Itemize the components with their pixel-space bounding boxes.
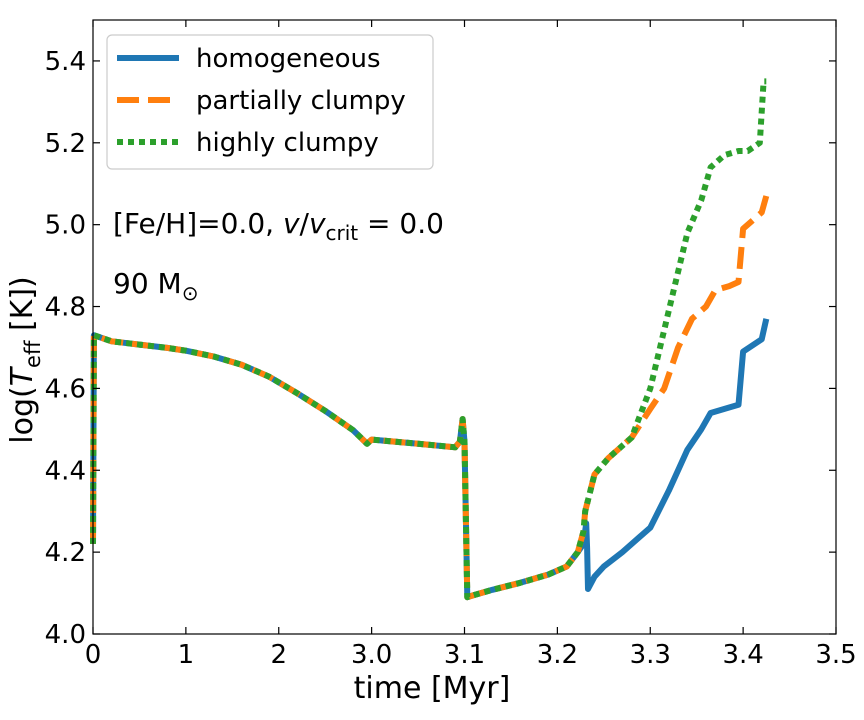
y-tick-label: 5.4 <box>45 47 86 77</box>
legend-label-highly-clumpy: highly clumpy <box>196 128 379 158</box>
series-layer <box>90 78 770 601</box>
x-tick-label: 3.5 <box>815 640 856 670</box>
x-tick-label: 3.3 <box>630 640 671 670</box>
y-tick-label: 4.2 <box>45 538 86 568</box>
x-tick-label: 3.2 <box>537 640 578 670</box>
x-axis-ticks: 0 1 2 3.0 3.1 3.2 3.3 3.4 3.5 <box>85 20 857 670</box>
y-tick-label: 4.0 <box>45 620 86 650</box>
series-line-highly-clumpy <box>90 78 767 601</box>
y-tick-label: 4.8 <box>45 293 86 323</box>
y-tick-label: 5.0 <box>45 211 86 241</box>
metallicity-rotation-annotation: [Fe/H]=0.0, v/vcrit = 0.0 <box>113 207 444 245</box>
legend-label-partially-clumpy: partially clumpy <box>196 86 406 116</box>
x-tick-label: 3.0 <box>351 640 392 670</box>
legend-frame <box>106 34 434 170</box>
x-tick-label: 0 <box>85 640 102 670</box>
y-axis-label: log(Teff [K]) <box>5 276 45 443</box>
x-tick-label: 1 <box>178 640 195 670</box>
legend-label-homogeneous: homogeneous <box>196 44 381 74</box>
x-tick-label: 2 <box>270 640 287 670</box>
x-tick-label: 3.4 <box>722 640 763 670</box>
y-tick-label: 4.6 <box>45 374 86 404</box>
mass-annotation: 90 M⊙ <box>113 267 198 305</box>
y-axis-ticks: 4.0 4.2 4.4 4.6 4.8 5.0 5.2 5.4 <box>45 47 836 650</box>
x-axis-label: time [Myr] <box>354 671 511 706</box>
y-tick-label: 4.4 <box>45 456 86 486</box>
x-tick-label: 3.1 <box>444 640 485 670</box>
legend: homogeneous partially clumpy highly clum… <box>106 34 434 170</box>
y-tick-label: 5.2 <box>45 129 86 159</box>
